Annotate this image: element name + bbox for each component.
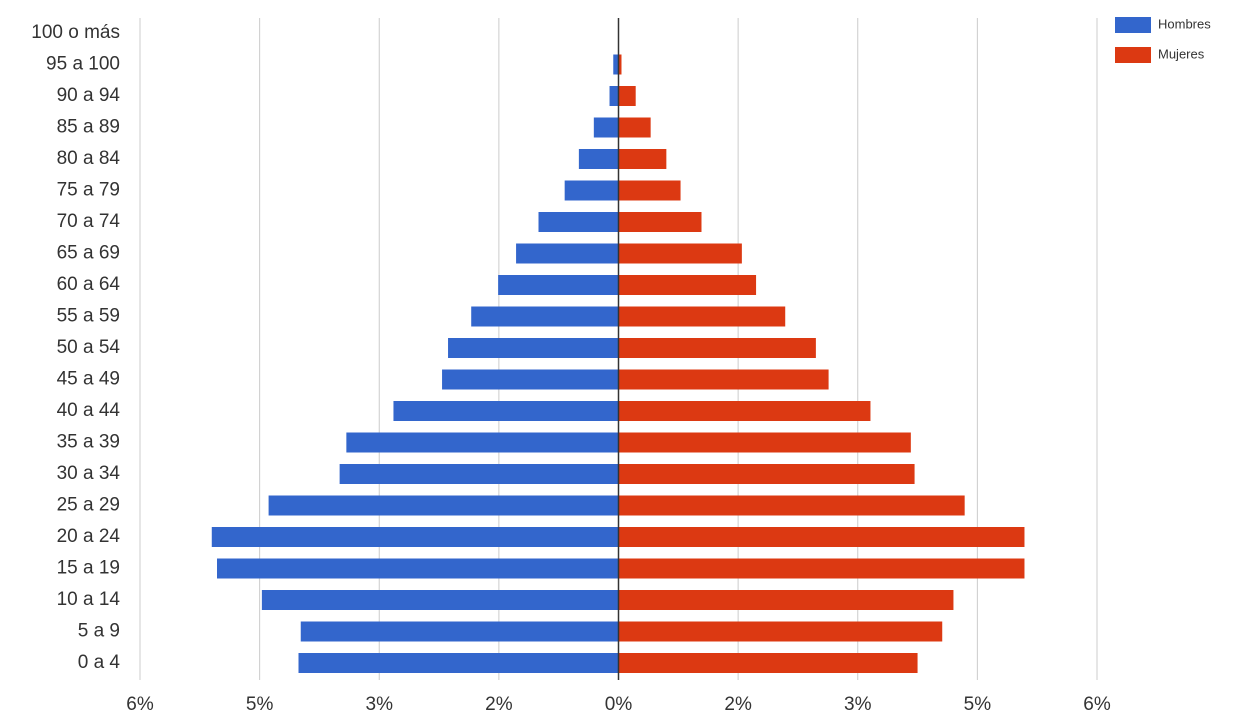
y-tick-label: 70 a 74 (57, 211, 121, 232)
bar (618, 621, 943, 642)
bar (538, 212, 619, 232)
bar (448, 338, 619, 358)
y-tick-label: 80 a 84 (57, 148, 121, 169)
bar (618, 54, 622, 75)
bar (618, 464, 915, 484)
y-tick-label: 75 a 79 (57, 180, 120, 201)
bar (516, 243, 619, 264)
x-tick-label: 3% (844, 694, 872, 715)
x-tick-label: 2% (724, 694, 752, 715)
legend-swatch (1115, 17, 1151, 33)
legend-label: Hombres (1158, 16, 1211, 31)
bar (618, 338, 816, 358)
bar (618, 495, 965, 516)
bar (261, 590, 619, 610)
bar (618, 212, 702, 232)
bar (564, 180, 619, 201)
y-tick-label: 45 a 49 (57, 369, 120, 390)
bar (618, 401, 871, 421)
y-tick-label: 85 a 89 (57, 117, 120, 138)
bar (618, 306, 786, 327)
bar (346, 432, 619, 453)
bar (618, 590, 954, 610)
bar (442, 369, 619, 390)
bar (618, 149, 667, 169)
bar (618, 653, 918, 673)
bar (618, 180, 681, 201)
bar (609, 86, 619, 106)
bar (298, 653, 619, 673)
y-tick-label: 100 o más (31, 22, 120, 43)
bar (211, 527, 619, 547)
legend-swatch (1115, 47, 1151, 63)
y-tick-label: 5 a 9 (78, 621, 120, 642)
legend-label: Mujeres (1158, 46, 1205, 61)
bar (578, 149, 619, 169)
bar (498, 275, 619, 295)
bar (613, 54, 619, 75)
y-tick-label: 25 a 29 (57, 495, 120, 516)
bar (618, 86, 636, 106)
bar (393, 401, 619, 421)
bar (618, 558, 1025, 579)
bar (618, 243, 742, 264)
x-tick-label: 0% (605, 694, 633, 715)
x-tick-label: 6% (1083, 694, 1111, 715)
y-tick-label: 0 a 4 (78, 652, 121, 673)
bar (618, 369, 829, 390)
y-tick-label: 90 a 94 (57, 85, 121, 106)
y-tick-label: 95 a 100 (46, 54, 120, 75)
bar (618, 527, 1025, 547)
x-tick-label: 5% (964, 694, 992, 715)
y-tick-label: 35 a 39 (57, 432, 120, 453)
bar (471, 306, 619, 327)
y-tick-label: 55 a 59 (57, 306, 120, 327)
y-tick-label: 20 a 24 (57, 526, 121, 547)
y-tick-label: 50 a 54 (57, 337, 121, 358)
y-tick-label: 40 a 44 (57, 400, 121, 421)
bar (339, 464, 619, 484)
y-tick-label: 65 a 69 (57, 243, 120, 264)
x-tick-label: 3% (366, 694, 394, 715)
y-tick-label: 15 a 19 (57, 558, 120, 579)
bar (618, 432, 911, 453)
bar (300, 621, 619, 642)
bar (618, 275, 757, 295)
y-tick-label: 10 a 14 (57, 589, 121, 610)
x-tick-label: 6% (126, 694, 154, 715)
bar (217, 558, 619, 579)
x-tick-label: 5% (246, 694, 274, 715)
y-tick-label: 30 a 34 (57, 463, 121, 484)
bar (268, 495, 619, 516)
bar (593, 117, 619, 138)
y-tick-label: 60 a 64 (57, 274, 121, 295)
x-tick-label: 2% (485, 694, 513, 715)
bar (618, 117, 651, 138)
